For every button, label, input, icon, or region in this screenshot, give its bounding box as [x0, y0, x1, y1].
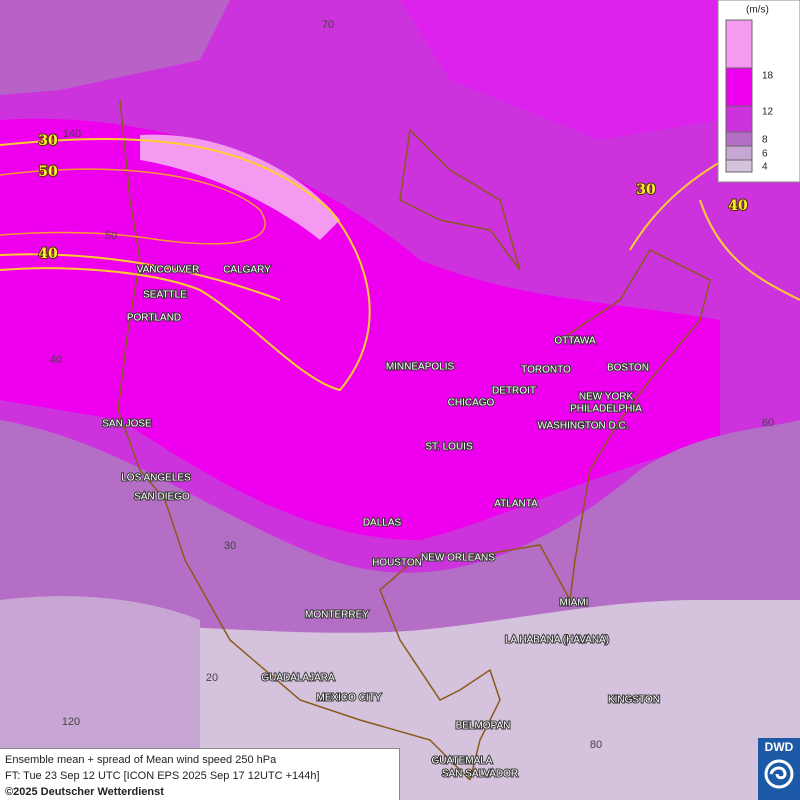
grid-label: 80	[590, 739, 602, 751]
city-label: BOSTON	[607, 363, 649, 374]
legend-swatch	[725, 131, 753, 147]
contour-line	[0, 168, 266, 245]
city-label: SAN DIEGO	[134, 492, 190, 503]
city-label: MEXICO CITY	[316, 693, 381, 704]
field-region	[0, 118, 720, 541]
contour-line	[0, 137, 800, 392]
contour-label: 40	[728, 198, 748, 214]
city-label: SAN SALVADOR	[442, 769, 518, 780]
coastline	[117, 99, 711, 781]
legend-unit: (m/s)	[746, 5, 769, 16]
city-label: GUADALAJARA	[261, 673, 335, 684]
contour-label: 40	[38, 246, 58, 262]
grid-label: 140	[63, 128, 81, 140]
footer-line: FT: Tue 23 Sep 12 UTC [ICON EPS 2025 Sep…	[5, 770, 320, 782]
city-label: MINNEAPOLIS	[386, 362, 455, 373]
city-label: LOS ANGELES	[121, 473, 191, 484]
city-label: NEW YORK	[579, 392, 634, 403]
logo-swirl	[764, 759, 794, 789]
city-label: GUATEMALA	[432, 756, 493, 767]
legend-swatch	[725, 145, 753, 161]
grid-label: 60	[762, 417, 774, 429]
grid-label: 30	[224, 540, 236, 552]
logo: DWD	[758, 738, 800, 800]
legend-tick-label: 18	[762, 71, 774, 82]
legend-swatch	[725, 159, 753, 173]
legend-tick-label: 12	[762, 107, 774, 118]
city-label: MIAMI	[560, 598, 589, 609]
grid-label: 120	[62, 716, 80, 728]
grid-label: 20	[206, 672, 218, 684]
city-label: SEATTLE	[143, 290, 187, 301]
city-label: ATLANTA	[494, 499, 538, 510]
legend-swatch	[725, 105, 753, 133]
city-label: LA HABANA (HAVANA)	[505, 635, 609, 646]
city-label: NEW ORLEANS	[421, 553, 495, 564]
city-label: BELMOPAN	[456, 721, 511, 732]
footer: Ensemble mean + spread of Mean wind spee…	[0, 748, 400, 800]
logo-text: DWD	[764, 740, 794, 754]
city-label: HOUSTON	[372, 558, 422, 569]
legend-tick-label: 8	[762, 135, 768, 146]
city-label: TORONTO	[521, 365, 571, 376]
city-label: PHILADELPHIA	[570, 404, 642, 415]
legend-swatch	[725, 67, 753, 107]
footer-line: ©2025 Deutscher Wetterdienst	[5, 786, 164, 798]
field-region	[0, 0, 230, 95]
city-label: CHICAGO	[448, 398, 495, 409]
field-region	[0, 420, 800, 640]
grid-label: 70	[322, 19, 334, 31]
contour-label: 30	[38, 133, 58, 149]
city-label: VANCOUVER	[137, 265, 200, 276]
grid-label: 40	[50, 354, 62, 366]
city-label: SAN JOSE	[102, 419, 152, 430]
city-label: PORTLAND	[127, 313, 181, 324]
contour-label: 30	[636, 182, 656, 198]
contour-label: 50	[38, 164, 58, 180]
city-label: OTTAWA	[554, 336, 596, 347]
field-region	[400, 0, 720, 140]
city-label: CALGARY	[223, 265, 271, 276]
legend-tick-label: 6	[762, 149, 768, 160]
city-label: ST. LOUIS	[425, 442, 473, 453]
city-label: DETROIT	[492, 386, 536, 397]
legend-tick-label: 4	[762, 162, 768, 173]
city-label: WASHINGTON D.C.	[537, 421, 628, 432]
city-label: MONTERREY	[305, 610, 369, 621]
footer-line: Ensemble mean + spread of Mean wind spee…	[5, 754, 277, 766]
field-region	[140, 134, 340, 240]
city-label: DALLAS	[363, 518, 402, 529]
grid-label: 50	[105, 230, 117, 242]
legend-swatch	[725, 19, 753, 69]
city-label: KINGSTON	[608, 695, 660, 706]
legend: (m/s) 18 12 8 6 4	[717, 0, 800, 183]
